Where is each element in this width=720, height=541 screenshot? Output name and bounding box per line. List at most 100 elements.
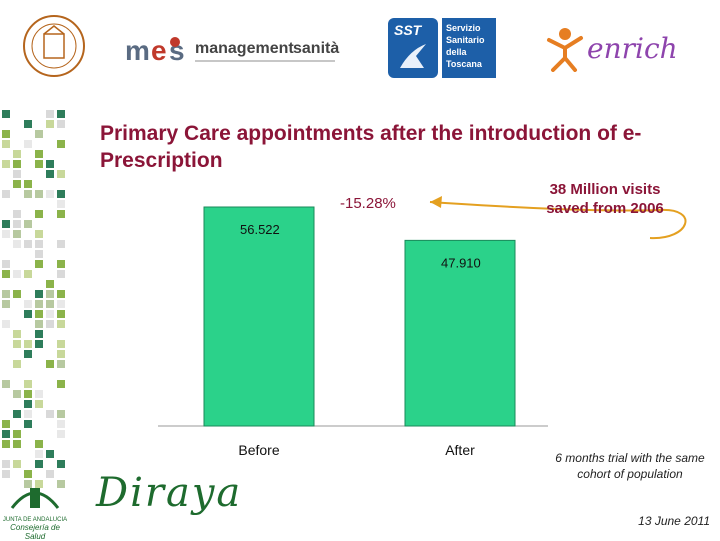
mosaic-tile xyxy=(2,420,10,428)
mosaic-tile xyxy=(13,150,21,158)
mosaic-tile xyxy=(35,330,43,338)
mosaic-tile xyxy=(35,390,43,398)
mosaic-tile xyxy=(2,140,10,148)
mosaic-tile xyxy=(35,310,43,318)
mosaic-tile xyxy=(24,310,32,318)
mosaic-tile xyxy=(24,140,32,148)
enrich-logo: enrich xyxy=(545,22,695,80)
junta-line1: JUNTA DE ANDALUCIA xyxy=(2,517,68,523)
mosaic-tile xyxy=(24,120,32,128)
mosaic-tile xyxy=(57,200,65,208)
mosaic-tile xyxy=(57,350,65,358)
mosaic-tile xyxy=(2,270,10,278)
mosaic-tile xyxy=(2,300,10,308)
callout-arrowhead xyxy=(430,196,442,208)
mosaic-tile xyxy=(13,460,21,468)
mosaic-tile xyxy=(13,160,21,168)
mosaic-tile xyxy=(13,430,21,438)
mosaic-tile xyxy=(35,300,43,308)
mosaic-tile xyxy=(24,190,32,198)
mosaic-tile xyxy=(2,190,10,198)
mosaic-tile xyxy=(2,130,10,138)
mosaic-tile xyxy=(35,320,43,328)
mosaic-tile xyxy=(57,260,65,268)
page-title: Primary Care appointments after the intr… xyxy=(100,122,642,172)
mosaic-tile xyxy=(35,250,43,258)
mosaic-tile xyxy=(35,130,43,138)
mosaic-tile xyxy=(57,420,65,428)
mosaic-tile xyxy=(24,390,32,398)
mosaic-tile xyxy=(57,240,65,248)
mosaic-tile xyxy=(13,270,21,278)
mosaic-tile xyxy=(57,410,65,418)
mosaic-tile xyxy=(35,340,43,348)
mes-logo: m e s management sanità xyxy=(125,34,340,70)
mosaic-tile xyxy=(57,270,65,278)
crest-icon xyxy=(10,488,60,509)
mosaic-tile xyxy=(57,460,65,468)
sst-line: della xyxy=(446,47,467,57)
mosaic-tile xyxy=(46,120,54,128)
mosaic-tile xyxy=(57,300,65,308)
mosaic-tile xyxy=(57,210,65,218)
mosaic-tile xyxy=(13,330,21,338)
mosaic-tile xyxy=(46,410,54,418)
mosaic-tile xyxy=(13,230,21,238)
mosaic-tile xyxy=(24,470,32,478)
mosaic-tile xyxy=(35,450,43,458)
trial-note: 6 months trial with the same cohort of p… xyxy=(555,451,705,481)
mosaic-tile xyxy=(46,310,54,318)
mosaic-tile xyxy=(57,190,65,198)
mosaic-tile xyxy=(35,440,43,448)
mosaic-tile xyxy=(24,380,32,388)
mosaic-tile xyxy=(24,400,32,408)
mosaic-tile xyxy=(35,230,43,238)
mosaic-tile xyxy=(57,340,65,348)
category-label: Before xyxy=(238,442,279,458)
mosaic-tile xyxy=(57,360,65,368)
value-label: 47.910 xyxy=(441,255,481,270)
mosaic-tile xyxy=(35,160,43,168)
sst-line: Toscana xyxy=(446,59,482,69)
mes-logo-text2: sanità xyxy=(293,40,340,57)
mosaic-tile xyxy=(13,340,21,348)
date-label: 13 June 2011 xyxy=(638,514,710,528)
mosaic-tile xyxy=(2,110,10,118)
callout-text: 38 Million visits saved from 2006 xyxy=(520,180,690,218)
mosaic-tile xyxy=(2,260,10,268)
sst-logo: SST Servizio Sanitario della Toscana xyxy=(388,18,498,78)
mosaic-tile xyxy=(24,220,32,228)
mosaic-tile xyxy=(35,480,43,488)
mosaic-tile xyxy=(13,240,21,248)
mosaic-tile xyxy=(35,290,43,298)
mosaic-tile xyxy=(57,430,65,438)
mosaic-tile xyxy=(13,170,21,178)
mosaic-tile xyxy=(57,380,65,388)
mosaic-tile xyxy=(57,110,65,118)
svg-text:m: m xyxy=(125,35,150,66)
mosaic-tile xyxy=(35,150,43,158)
mosaic-tile xyxy=(46,110,54,118)
mosaic-tile xyxy=(24,180,32,188)
mosaic-tile xyxy=(24,350,32,358)
person-icon xyxy=(547,28,583,72)
callout-arrow xyxy=(429,201,687,240)
mosaic-tile xyxy=(46,190,54,198)
mosaic-tile xyxy=(46,450,54,458)
mosaic-tile xyxy=(13,440,21,448)
mosaic-tile xyxy=(13,180,21,188)
junta-andalucia-logo: JUNTA DE ANDALUCIA Consejería de Salud xyxy=(2,478,68,541)
mosaic-tile xyxy=(13,390,21,398)
mosaic-tile xyxy=(46,170,54,178)
mosaic-tile xyxy=(35,400,43,408)
mosaic-tile xyxy=(35,460,43,468)
svg-text:e: e xyxy=(151,35,167,66)
mosaic-tile xyxy=(46,320,54,328)
enrich-text: enrich xyxy=(587,32,678,65)
delta-label: -15.28% xyxy=(340,195,396,212)
mosaic-tile xyxy=(46,300,54,308)
mosaic-tile xyxy=(2,320,10,328)
mosaic-tile xyxy=(24,240,32,248)
sst-line: Servizio xyxy=(446,23,481,33)
